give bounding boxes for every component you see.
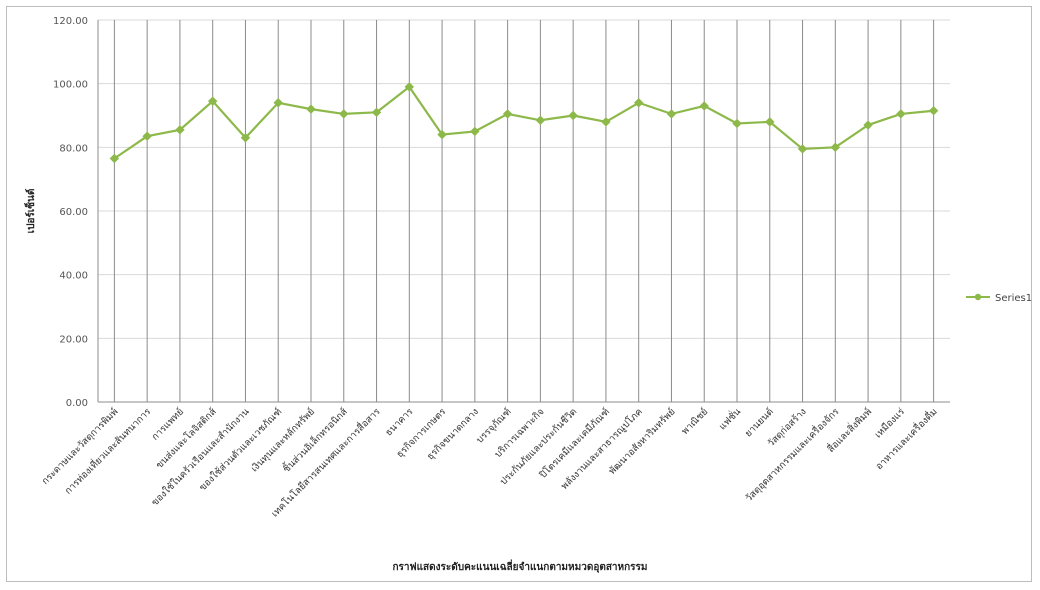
data-point: [273, 98, 283, 108]
data-point: [371, 107, 382, 118]
y-tick-label: 40.00: [59, 271, 88, 282]
data-point: [666, 109, 677, 119]
data-point: [437, 129, 447, 140]
gridlines: [97, 19, 950, 403]
y-tick-label: 120.00: [53, 16, 88, 27]
data-point: [470, 126, 480, 137]
data-point: [830, 142, 841, 153]
data-point: [404, 82, 415, 92]
data-point: [339, 109, 349, 119]
x-axis-title: กราฟแสดงระดับคะแนนเฉลี่ยจำแนกตามหมวดอุตส…: [392, 559, 647, 573]
y-tick-label: 100.00: [53, 80, 88, 91]
legend[interactable]: Series1: [966, 293, 1032, 304]
data-point: [633, 98, 644, 108]
x-axis-category-labels: กระดาษและวัสดุการพิมพ์การท่องเที่ยวและสั…: [39, 405, 940, 520]
data-point: [732, 118, 742, 129]
x-category-label: ยานยนต์: [742, 406, 776, 440]
series-layer: [109, 82, 939, 164]
x-category-label: แฟชั่น: [716, 405, 744, 433]
data-point: [601, 117, 611, 127]
data-point: [765, 117, 775, 127]
x-category-label: ธนาคาร: [383, 406, 415, 438]
data-point: [109, 153, 120, 164]
data-point: [568, 110, 578, 121]
data-point: [175, 125, 185, 135]
data-point: [502, 109, 513, 119]
x-category-label: เงินทุนและหลักทรัพย์: [248, 406, 317, 475]
legend-label: Series1: [995, 293, 1032, 304]
x-category-label: พาณิชย์: [679, 406, 710, 437]
data-point: [797, 144, 808, 154]
data-point: [142, 131, 152, 141]
data-point: [207, 96, 218, 106]
y-tick-label: 20.00: [59, 334, 88, 345]
data-point: [306, 104, 316, 114]
data-point: [896, 109, 906, 119]
data-point: [928, 106, 939, 116]
y-tick-label: 80.00: [59, 143, 88, 154]
chart-frame: [6, 6, 1032, 582]
y-tick-label: 0.00: [66, 398, 88, 409]
x-category-label: ขนส่งและโลจิสติกส์: [153, 405, 219, 471]
y-axis-title: เปอร์เซ็นต์: [23, 189, 37, 234]
data-point: [535, 115, 546, 125]
series-line: [113, 85, 934, 160]
y-tick-label: 60.00: [59, 207, 88, 218]
data-point: [240, 133, 251, 143]
y-axis-ticks: 0.00 20.00 40.00 60.00 80.00 100.00 120.00: [53, 16, 88, 409]
data-point: [863, 120, 873, 130]
legend-marker: [974, 293, 982, 301]
data-point: [699, 101, 709, 111]
